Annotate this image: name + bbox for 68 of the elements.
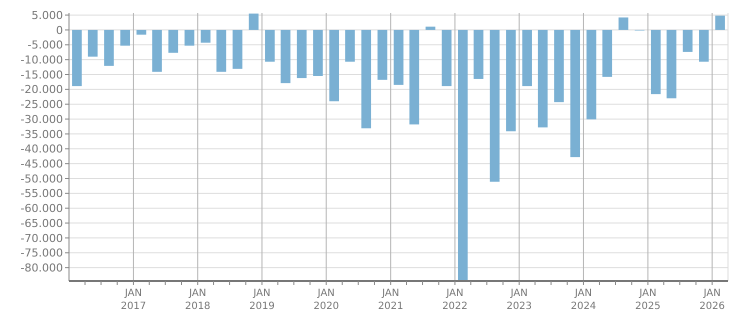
y-tick-label: -80.000: [20, 261, 63, 274]
y-tick-label: -35.000: [20, 128, 63, 141]
bar: [313, 30, 323, 76]
y-tick-label: -50.000: [20, 172, 63, 186]
y-tick-label: 0: [56, 24, 63, 37]
bar: [152, 30, 162, 72]
bar: [682, 30, 693, 52]
x-tick-label: JAN 2019: [249, 288, 275, 312]
y-tick-label: -75.000: [20, 246, 63, 260]
x-tick-label: JAN 2020: [314, 288, 339, 312]
bar: [586, 30, 596, 120]
bar: [442, 30, 452, 86]
y-tick-label: -10.000: [20, 53, 63, 66]
x-tick-label: JAN 2023: [506, 288, 532, 312]
bar: [618, 17, 628, 30]
bar: [409, 30, 420, 124]
bar: [394, 30, 404, 85]
bar: [329, 30, 340, 102]
x-tick-label: JAN 2024: [570, 288, 596, 312]
y-tick-label: -30.000: [20, 112, 63, 126]
bar: [426, 26, 436, 30]
y-tick-label: -70.000: [20, 232, 63, 245]
bar: [458, 30, 468, 281]
bar: [168, 30, 178, 53]
bar: [216, 30, 226, 72]
bar: [554, 30, 564, 102]
bar: [602, 30, 612, 77]
y-tick-label: -55.000: [20, 187, 63, 200]
bar: [265, 30, 275, 62]
y-tick-label: -25.000: [20, 98, 63, 112]
bar: [88, 30, 98, 57]
bar: [184, 30, 194, 46]
y-tick-label: -5.000: [28, 38, 63, 52]
y-tick-label: -20.000: [20, 83, 63, 96]
bar: [715, 16, 725, 30]
bar: [522, 30, 532, 86]
bar: [136, 30, 146, 35]
bar: [474, 30, 484, 79]
bar: [490, 30, 500, 182]
bar: [296, 30, 307, 78]
bar: [570, 30, 580, 158]
x-tick-label: JAN 2017: [120, 288, 146, 312]
bar: [200, 30, 210, 43]
bar: [699, 30, 709, 62]
bar: [650, 30, 661, 94]
bar: [506, 30, 516, 132]
bar: [378, 30, 388, 80]
bar: [280, 30, 290, 84]
x-tick-label: JAN 2018: [184, 288, 210, 312]
x-tick-label: JAN 2022: [442, 288, 468, 312]
bar: [104, 30, 114, 66]
x-tick-label: JAN 2025: [635, 288, 661, 312]
bar: [666, 30, 676, 98]
bar: [361, 30, 372, 128]
bar: [248, 14, 259, 30]
bar: [345, 30, 355, 62]
y-tick-label: -15.000: [20, 68, 63, 82]
bar: [72, 30, 82, 86]
bar: [232, 30, 242, 69]
x-tick-label: JAN 2021: [378, 288, 404, 312]
y-tick-label: -65.000: [20, 216, 63, 230]
y-tick-label: -60.000: [20, 202, 63, 216]
y-tick-label: -40.000: [20, 142, 63, 156]
y-tick-label: -45.000: [20, 157, 63, 170]
bar: [538, 30, 548, 128]
x-tick-label: JAN 2026: [699, 288, 725, 312]
y-tick-label: 5.000: [32, 8, 63, 22]
bar: [120, 30, 130, 46]
